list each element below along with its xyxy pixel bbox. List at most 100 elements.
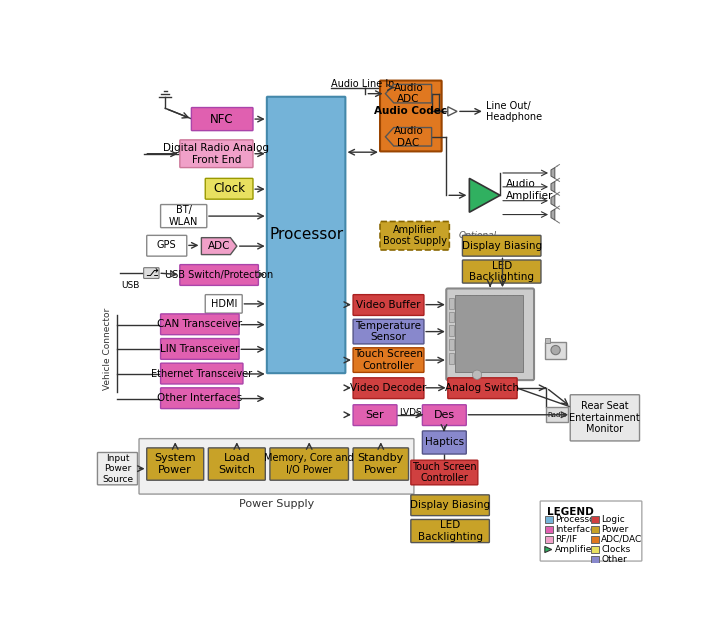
FancyBboxPatch shape xyxy=(422,404,466,425)
Text: Processor: Processor xyxy=(554,515,599,524)
Text: Audio
Amplifier: Audio Amplifier xyxy=(505,179,553,201)
Text: LIN Transceiver: LIN Transceiver xyxy=(160,344,240,354)
Polygon shape xyxy=(551,196,554,206)
Text: Vehicle Connector: Vehicle Connector xyxy=(103,308,112,391)
Text: Power Supply: Power Supply xyxy=(239,499,315,509)
Bar xyxy=(591,525,599,534)
FancyBboxPatch shape xyxy=(446,289,534,380)
Bar xyxy=(591,536,599,543)
Text: ADC: ADC xyxy=(208,241,230,251)
FancyBboxPatch shape xyxy=(353,378,424,399)
FancyBboxPatch shape xyxy=(144,268,159,279)
FancyBboxPatch shape xyxy=(160,314,239,335)
Text: LED
Backlighting: LED Backlighting xyxy=(417,520,482,542)
FancyBboxPatch shape xyxy=(353,404,397,425)
Text: Display Biasing: Display Biasing xyxy=(461,241,542,251)
Text: Processor: Processor xyxy=(269,227,343,242)
Circle shape xyxy=(472,370,482,379)
Text: Logic: Logic xyxy=(601,515,625,524)
FancyBboxPatch shape xyxy=(353,319,424,344)
FancyBboxPatch shape xyxy=(160,339,239,360)
Polygon shape xyxy=(551,182,554,192)
FancyBboxPatch shape xyxy=(353,348,424,372)
Text: Video Buffer: Video Buffer xyxy=(356,300,421,310)
Text: Analog Switch: Analog Switch xyxy=(445,383,519,393)
Text: Video Decoder: Video Decoder xyxy=(350,383,427,393)
Polygon shape xyxy=(448,107,457,116)
Text: USB Switch/Protection: USB Switch/Protection xyxy=(165,270,273,280)
Text: Display Biasing: Display Biasing xyxy=(410,500,490,510)
Text: HDMI: HDMI xyxy=(211,299,237,309)
FancyBboxPatch shape xyxy=(353,294,424,315)
Text: Power: Power xyxy=(601,525,628,534)
Text: Other Interfaces: Other Interfaces xyxy=(157,393,243,403)
Text: Audio
ADC: Audio ADC xyxy=(393,83,423,104)
FancyBboxPatch shape xyxy=(353,448,409,480)
FancyBboxPatch shape xyxy=(205,294,242,313)
FancyBboxPatch shape xyxy=(411,495,490,516)
FancyBboxPatch shape xyxy=(270,448,349,480)
FancyBboxPatch shape xyxy=(147,235,187,256)
Text: System
Power: System Power xyxy=(155,453,196,475)
Text: GPS: GPS xyxy=(157,241,177,251)
Text: Memory, Core and
I/O Power: Memory, Core and I/O Power xyxy=(264,453,354,475)
FancyBboxPatch shape xyxy=(139,439,414,494)
Text: LED
Backlighting: LED Backlighting xyxy=(469,261,534,282)
FancyBboxPatch shape xyxy=(147,448,204,480)
FancyBboxPatch shape xyxy=(411,520,490,542)
Text: Load
Switch: Load Switch xyxy=(218,453,256,475)
FancyBboxPatch shape xyxy=(160,363,243,384)
Text: Line Out/
Headphone: Line Out/ Headphone xyxy=(487,101,542,122)
FancyBboxPatch shape xyxy=(462,260,541,283)
Text: Optional: Optional xyxy=(458,231,497,240)
Bar xyxy=(449,298,454,308)
Text: Audio Codec: Audio Codec xyxy=(374,106,448,116)
Text: Clock: Clock xyxy=(213,182,245,195)
Bar xyxy=(591,516,599,523)
Text: NFC: NFC xyxy=(210,113,234,125)
Text: Radio: Radio xyxy=(547,411,567,418)
Text: Digital Radio Analog
Front End: Digital Radio Analog Front End xyxy=(163,143,269,165)
Text: Amplifier: Amplifier xyxy=(554,545,596,554)
FancyBboxPatch shape xyxy=(160,204,206,228)
FancyBboxPatch shape xyxy=(97,453,137,485)
FancyBboxPatch shape xyxy=(380,80,442,151)
FancyBboxPatch shape xyxy=(462,235,541,256)
FancyBboxPatch shape xyxy=(540,501,642,561)
FancyBboxPatch shape xyxy=(411,460,478,485)
Text: Clocks: Clocks xyxy=(601,545,630,554)
Bar xyxy=(449,339,454,350)
Text: RF/IF: RF/IF xyxy=(554,535,577,544)
Text: Touch Screen
Controller: Touch Screen Controller xyxy=(412,461,477,484)
Text: Ser: Ser xyxy=(366,410,384,420)
Text: Temperature
Sensor: Temperature Sensor xyxy=(355,321,422,342)
Bar xyxy=(591,556,599,563)
FancyBboxPatch shape xyxy=(191,108,253,130)
Bar xyxy=(456,294,523,372)
Polygon shape xyxy=(386,84,432,103)
Text: ADC/DAC: ADC/DAC xyxy=(601,535,643,544)
Text: Other: Other xyxy=(601,555,627,564)
Polygon shape xyxy=(551,168,554,179)
Bar xyxy=(545,342,566,358)
Text: Haptics: Haptics xyxy=(425,437,464,448)
Text: USB: USB xyxy=(121,281,140,290)
Polygon shape xyxy=(469,179,500,212)
Text: Amplifier
Boost Supply: Amplifier Boost Supply xyxy=(383,225,447,246)
FancyBboxPatch shape xyxy=(180,140,253,168)
Polygon shape xyxy=(201,237,237,254)
Text: Touch Screen
Controller: Touch Screen Controller xyxy=(354,349,423,371)
Text: Rear Seat
Entertainment
Monitor: Rear Seat Entertainment Monitor xyxy=(570,401,640,434)
Text: LVDS: LVDS xyxy=(399,408,422,417)
Text: Audio
DAC: Audio DAC xyxy=(393,126,423,147)
Bar xyxy=(449,353,454,364)
Bar xyxy=(545,536,552,543)
FancyBboxPatch shape xyxy=(209,448,265,480)
Bar xyxy=(547,407,568,422)
Bar xyxy=(545,516,552,523)
FancyBboxPatch shape xyxy=(448,378,517,399)
Text: CAN Transceiver: CAN Transceiver xyxy=(157,319,243,329)
FancyBboxPatch shape xyxy=(570,395,640,441)
Text: Standby
Power: Standby Power xyxy=(357,453,404,475)
Text: Input
Power
Source: Input Power Source xyxy=(102,454,133,484)
